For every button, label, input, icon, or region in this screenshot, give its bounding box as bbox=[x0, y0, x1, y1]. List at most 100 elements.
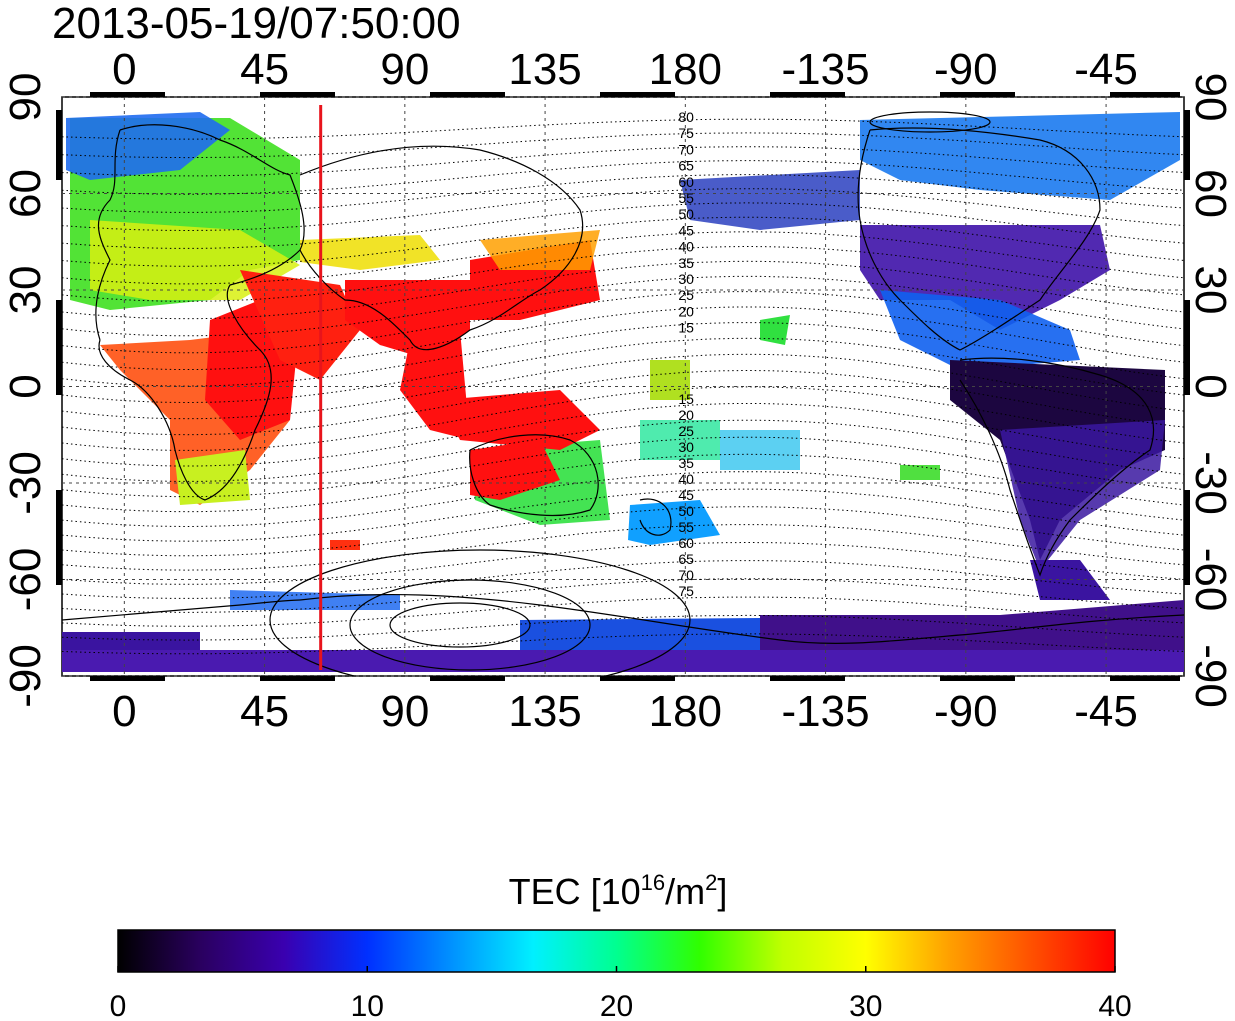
x-tick-label: -45 bbox=[1074, 687, 1138, 736]
y-tick-label: 30 bbox=[1186, 266, 1235, 315]
contour-label: 35 bbox=[678, 255, 694, 271]
colorbar-tick-label: 20 bbox=[600, 990, 633, 1021]
y-tick-label: 60 bbox=[1186, 169, 1235, 218]
polar-contour bbox=[869, 111, 991, 133]
contour-line bbox=[62, 578, 1184, 613]
colorbar-tick-label: 40 bbox=[1098, 990, 1131, 1021]
x-tick-label: 0 bbox=[112, 687, 136, 736]
y-tick-label: 30 bbox=[1, 266, 50, 315]
colorbar-tick-label: 0 bbox=[110, 990, 127, 1021]
contour-line bbox=[62, 386, 1184, 451]
y-tick-label: -30 bbox=[1186, 451, 1235, 515]
contour-label: 25 bbox=[678, 287, 694, 303]
x-tick-label: 90 bbox=[380, 45, 429, 94]
contour-line bbox=[62, 560, 1184, 599]
contour-label: 80 bbox=[678, 109, 694, 125]
contour-label: 75 bbox=[678, 583, 694, 599]
y-tick-labels-left: 90 60 30 0 -30 -60 -90 bbox=[1, 73, 50, 708]
contour-line bbox=[62, 306, 1184, 370]
contour-lines bbox=[62, 111, 1184, 676]
y-tick-label: 0 bbox=[1186, 374, 1235, 398]
y-tick-label: -30 bbox=[1, 451, 50, 515]
contour-label: 35 bbox=[678, 455, 694, 471]
colorbar-gradient bbox=[117, 929, 1116, 973]
x-tick-label: -90 bbox=[934, 45, 998, 94]
contour-label: 50 bbox=[678, 206, 694, 222]
x-tick-label: 45 bbox=[240, 687, 289, 736]
x-tick-label: -135 bbox=[782, 687, 870, 736]
contour-line bbox=[62, 419, 1184, 482]
contour-line bbox=[62, 275, 1184, 337]
colorbar-tick-labels: 0 10 20 30 40 bbox=[110, 966, 1132, 1021]
colorbar-tick-label: 10 bbox=[351, 990, 384, 1021]
contour-line bbox=[62, 488, 1184, 542]
x-tick-label: 180 bbox=[649, 687, 722, 736]
x-tick-label: 180 bbox=[649, 45, 722, 94]
contour-line bbox=[62, 596, 1184, 627]
contour-label: 40 bbox=[678, 471, 694, 487]
contour-label: 60 bbox=[678, 174, 694, 190]
contour-label: 20 bbox=[678, 407, 694, 423]
contour-line bbox=[62, 188, 1184, 232]
colorbar-tick-label: 30 bbox=[849, 990, 882, 1021]
contour-line bbox=[62, 337, 1184, 404]
x-tick-labels-bottom: 0 45 90 135 180 -135 -90 -45 bbox=[112, 687, 1138, 736]
coastlines bbox=[62, 124, 1184, 644]
y-tick-label: -90 bbox=[1, 644, 50, 708]
y-tick-labels-right: 90 60 30 0 -30 -60 -90 bbox=[1186, 73, 1235, 708]
contour-line bbox=[62, 322, 1184, 387]
x-tick-label: -135 bbox=[782, 45, 870, 94]
x-tick-label: 0 bbox=[112, 45, 136, 94]
contour-label: 45 bbox=[678, 487, 694, 503]
contour-line bbox=[62, 353, 1184, 420]
contour-label: 15 bbox=[678, 391, 694, 407]
contour-label: 45 bbox=[678, 222, 694, 238]
x-tick-label: 45 bbox=[240, 45, 289, 94]
contour-label: 70 bbox=[678, 141, 694, 157]
polar-contour bbox=[389, 602, 531, 648]
contour-label: 55 bbox=[678, 519, 694, 535]
contour-line bbox=[62, 369, 1184, 436]
contour-line bbox=[62, 403, 1184, 467]
contour-label: 40 bbox=[678, 239, 694, 255]
x-tick-label: 135 bbox=[508, 45, 581, 94]
contour-line bbox=[62, 506, 1184, 557]
x-tick-label: -90 bbox=[934, 687, 998, 736]
axis-tick-bars bbox=[56, 92, 1190, 681]
x-tick-label: 90 bbox=[380, 687, 429, 736]
y-tick-label: 0 bbox=[1, 374, 50, 398]
contour-line bbox=[62, 160, 1184, 195]
contour-line bbox=[62, 541, 1184, 585]
polar-contour bbox=[349, 579, 591, 671]
contour-line bbox=[62, 436, 1184, 498]
contour-label: 55 bbox=[678, 190, 694, 206]
contour-label: 50 bbox=[678, 503, 694, 519]
contour-label: 65 bbox=[678, 158, 694, 174]
colorbar: TEC [1016/m2] 0 10 20 30 40 bbox=[110, 870, 1132, 1021]
y-tick-label: 90 bbox=[1186, 73, 1235, 122]
contour-line bbox=[62, 524, 1184, 571]
x-tick-label: 135 bbox=[508, 687, 581, 736]
contour-level-labels: 8075706560555045403530252015152025303540… bbox=[678, 109, 694, 599]
y-tick-label: -60 bbox=[1, 548, 50, 612]
contour-label: 30 bbox=[678, 439, 694, 455]
contour-label: 30 bbox=[678, 271, 694, 287]
y-tick-label: 60 bbox=[1, 169, 50, 218]
contour-line bbox=[62, 146, 1184, 177]
contour-label: 75 bbox=[678, 125, 694, 141]
colorbar-title: TEC [1016/m2] bbox=[509, 870, 728, 912]
map-plot: 8075706560555045403530252015152025303540… bbox=[1, 45, 1235, 736]
x-tick-labels-top: 0 45 90 135 180 -135 -90 -45 bbox=[112, 45, 1138, 94]
y-tick-label: 90 bbox=[1, 73, 50, 122]
contour-line bbox=[62, 231, 1184, 285]
polar-contour bbox=[269, 549, 691, 676]
contour-label: 65 bbox=[678, 551, 694, 567]
contour-label: 25 bbox=[678, 423, 694, 439]
contour-label: 60 bbox=[678, 535, 694, 551]
y-tick-label: -90 bbox=[1186, 644, 1235, 708]
contour-label: 70 bbox=[678, 567, 694, 583]
contour-line bbox=[62, 202, 1184, 249]
contour-label: 20 bbox=[678, 303, 694, 319]
contour-line bbox=[62, 174, 1184, 213]
